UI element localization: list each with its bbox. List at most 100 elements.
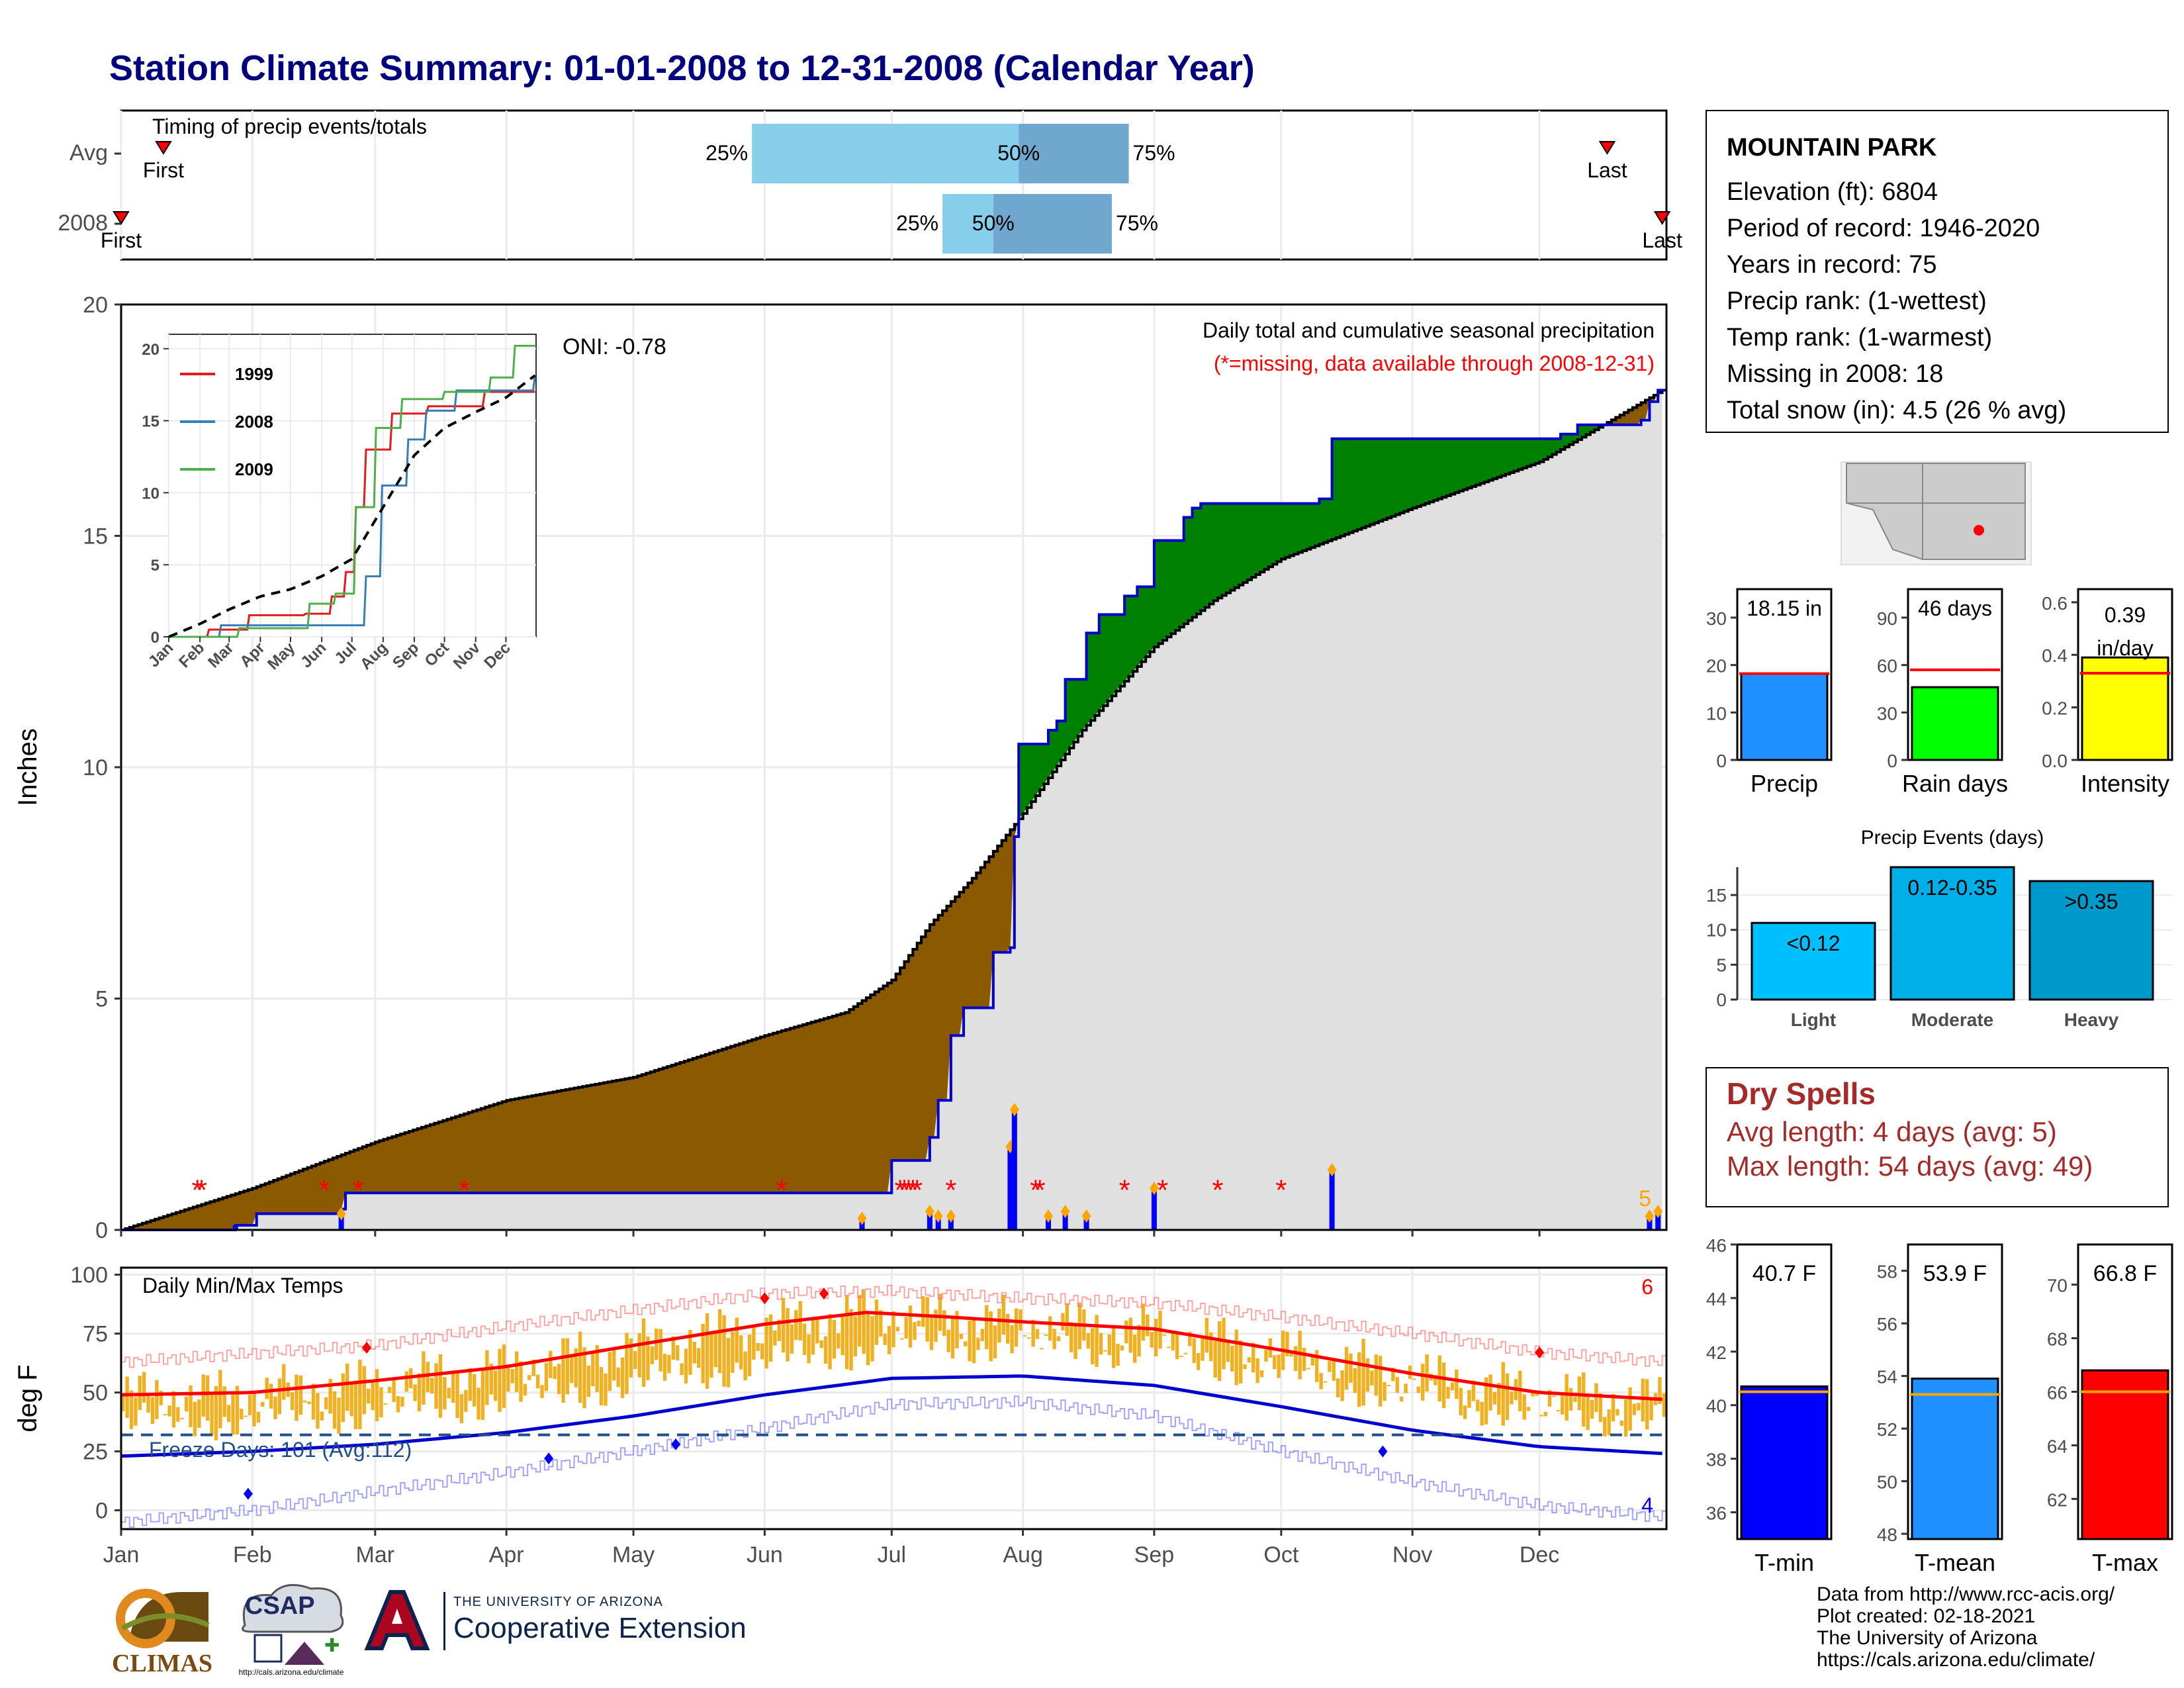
precip-anomaly-fill-day-199 [964,887,969,1008]
precip-anomaly-fill-day-302 [1399,438,1404,514]
temp-daily-bar-232 [1103,1350,1107,1352]
temp-daily-bar-116 [612,1350,616,1381]
precip-anomaly-fill-day-134 [688,1059,694,1194]
temp-daily-bar-59 [371,1382,375,1411]
temp-daily-bar-179 [879,1310,883,1337]
temp-daily-bar-43 [303,1400,307,1403]
summary-intensity-ytick-label-3: 0.6 [2042,593,2068,614]
temp-daily-bar-34 [265,1378,269,1399]
temp-daily-bar-306 [1416,1386,1420,1393]
precip-anomaly-fill-day-80 [459,1115,465,1194]
temp-daily-bar-210 [1010,1325,1014,1354]
precip-anomaly-fill-day-144 [731,1046,736,1194]
temp-daily-bar-270 [1264,1349,1268,1362]
precip-anomaly-fill-day-291 [1353,438,1358,532]
temp-daily-bar-247 [1167,1346,1171,1348]
precip-anomaly-fill-day-334 [1535,438,1540,463]
precip-anomaly-fill-day-105 [565,1089,570,1194]
precip-anomaly-fill-day-260 [1222,503,1227,596]
temp-daily-bar-263 [1234,1329,1238,1385]
precip-anomaly-fill-day-359 [1641,402,1646,420]
timing-label-yr2008-p25: 25% [896,211,938,235]
temp-record-low-marker-0 [243,1487,253,1500]
precip-anomaly-fill-day-19 [201,1204,206,1230]
temp-daily-bar-231 [1099,1333,1103,1355]
temp-daily-bar-291 [1353,1368,1357,1393]
precip-2008-cumulative-line [121,389,1666,1231]
precip-anomaly-fill-day-296 [1374,438,1379,523]
temp-daily-bar-53 [345,1363,349,1411]
precip-anomaly-fill-day-294 [1365,438,1371,526]
temp-daily-bar-192 [934,1309,938,1342]
temp-daily-bar-28 [240,1409,244,1420]
temp-daily-bar-171 [844,1295,849,1370]
temp-daily-bar-21 [210,1394,214,1436]
timing-last-marker-yr2008 [1653,211,1671,225]
temp-daily-bar-143 [726,1338,731,1387]
precip-anomaly-fill-day-47 [320,1162,325,1214]
precip-anomaly-fill-day-67 [404,1132,410,1194]
precip-anomaly-fill-day-212 [1019,744,1024,820]
temp-daily-bar-166 [823,1336,828,1364]
precip-anomaly-fill-day-332 [1526,438,1531,467]
temp-summary-t-min-ytick-label-3: 42 [1706,1342,1727,1363]
precip-anomaly-fill-day-160 [798,1025,803,1194]
precip-anomaly-fill-day-127 [659,1069,664,1194]
precip-anomaly-fill-day-69 [413,1129,418,1194]
precip-anomaly-fill-day-195 [946,906,952,1101]
temp-daily-bar-11 [167,1405,171,1417]
precip-daily-bar-0 [232,1225,238,1230]
temp-daily-bar-189 [921,1296,925,1327]
temp-daily-bar-319 [1471,1380,1476,1401]
precip-missing-marker-2: * [319,1174,330,1207]
temp-daily-bar-295 [1370,1370,1374,1385]
precip-anomaly-fill-day-254 [1196,508,1201,614]
temp-daily-bar-87 [489,1363,493,1395]
temp-daily-bar-205 [989,1311,993,1362]
temp-daily-bar-206 [993,1325,997,1358]
precip-anomaly-fill-day-11 [167,1215,173,1230]
temp-daily-bar-82 [468,1368,472,1401]
temp-daily-bar-167 [828,1314,832,1370]
precip-anomaly-fill-day-222 [1061,721,1066,761]
temp-daily-bar-105 [565,1338,570,1395]
station-snow: Total snow (in): 4.5 (26 % avg) [1727,397,2067,424]
precip-daily-top-marker-1 [336,1207,346,1221]
temp-daily-bar-351 [1607,1409,1611,1436]
temp-daily-bar-123 [641,1318,646,1387]
precip-anomaly-fill-day-54 [349,1151,355,1194]
temp-xtick-label-dec: Dec [1520,1542,1559,1568]
precip-anomaly-fill-day-182 [891,980,897,1161]
temp-summary-t-max-bar [2081,1369,2169,1540]
timing-bar-avg-p50-p75 [1019,124,1129,183]
temp-daily-bar-1 [125,1376,129,1418]
temp-summary-t-min-ytick-label-2: 40 [1706,1396,1727,1417]
temp-daily-bar-113 [599,1367,604,1406]
temp-daily-bar-301 [1395,1377,1399,1393]
temp-daily-bar-350 [1603,1417,1607,1436]
temp-daily-bar-176 [866,1313,870,1366]
temp-summary-t-min-ytick-label-5: 46 [1706,1235,1727,1256]
precip-anomaly-fill-day-22 [214,1200,219,1230]
precip-anomaly-fill-day-315 [1455,438,1460,493]
station-elevation: Elevation (ft): 6804 [1727,178,1938,206]
precip-anomaly-fill-day-87 [489,1105,494,1194]
temp-daily-bar-250 [1179,1355,1183,1357]
events-bar-label-heavy: >0.35 [2065,890,2118,914]
temp-daily-bar-259 [1217,1321,1222,1382]
precip-daily-top-marker-13 [1645,1209,1655,1223]
temp-summary-t-mean-axis-label: T-mean [1915,1549,1995,1576]
temp-daily-bar-19 [201,1374,205,1417]
precip-anomaly-fill-day-318 [1467,438,1473,489]
temp-daily-bar-241 [1141,1303,1146,1341]
precip-anomaly-fill-day-88 [493,1104,498,1194]
precip-anomaly-fill-day-341 [1565,434,1570,447]
precip-anomaly-fill-day-143 [726,1047,731,1194]
precip-anomaly-fill-day-325 [1497,438,1502,477]
precip-title: Daily total and cumulative seasonal prec… [1203,318,1655,342]
inset-legend-label-1999: 1999 [235,364,273,384]
temp-daily-bar-320 [1476,1399,1480,1411]
csap-logo: ✚ CSAP http://cals.arizona.edu/climate [232,1579,351,1678]
precip-anomaly-fill-day-171 [844,1012,850,1194]
precip-anomaly-fill-day-338 [1552,438,1557,455]
